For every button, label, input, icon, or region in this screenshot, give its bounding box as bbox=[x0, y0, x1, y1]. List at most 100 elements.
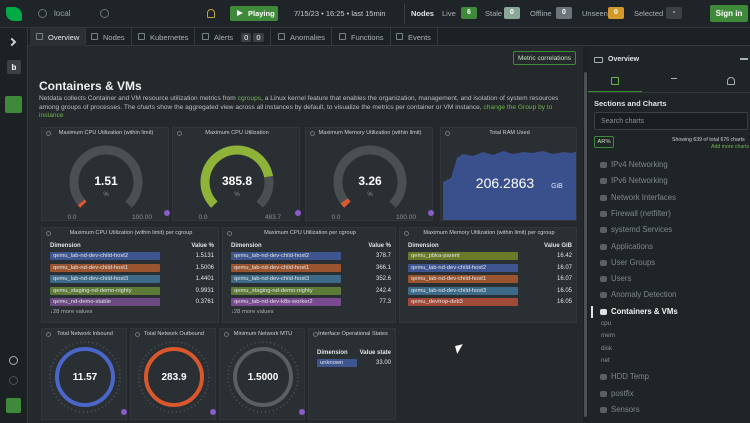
section-item[interactable]: Network Interfaces bbox=[611, 192, 676, 202]
panel-collapse[interactable] bbox=[740, 58, 748, 60]
card-icon bbox=[135, 332, 140, 337]
section-item[interactable]: User Groups bbox=[611, 257, 656, 267]
row-value: 1.4401 bbox=[195, 276, 214, 282]
tab[interactable]: Nodes bbox=[85, 28, 132, 46]
add-space-button[interactable] bbox=[5, 96, 22, 113]
row-name: qemu_lab-nd-dev-child-host1 bbox=[234, 264, 310, 271]
filter-chip[interactable]: AR% bbox=[594, 136, 614, 148]
chart-menu-dot[interactable] bbox=[299, 409, 305, 415]
section-item[interactable]: Sensors bbox=[611, 404, 640, 414]
row-color-bar bbox=[408, 298, 518, 306]
play-button[interactable]: Playing bbox=[230, 6, 278, 21]
card-title: Maximum CPU Utilization (within limit) bbox=[58, 130, 154, 136]
card-icon bbox=[177, 131, 182, 136]
row-color-bar bbox=[408, 275, 518, 283]
section-item[interactable]: Containers & VMs bbox=[611, 306, 678, 316]
tab[interactable]: Kubernetes bbox=[132, 28, 196, 46]
row-value: 0.3761 bbox=[195, 299, 214, 305]
row-name: qemu_pbka-parent bbox=[411, 253, 460, 259]
divider bbox=[404, 4, 405, 24]
table-header-value: Value % bbox=[368, 243, 391, 249]
section-item[interactable]: postfix bbox=[611, 388, 634, 398]
search-input[interactable]: Search charts bbox=[594, 112, 748, 130]
section-icon bbox=[600, 292, 607, 299]
section-item[interactable]: Firewall (netfilter) bbox=[611, 208, 671, 218]
section-subitem[interactable]: mem bbox=[601, 332, 615, 340]
tab[interactable]: Overview bbox=[30, 28, 87, 46]
chart-card: Total Network Inbound 11.57 bbox=[41, 328, 127, 420]
chart-card: Total Network Outbound 283.9 bbox=[130, 328, 216, 420]
row-value: 16.05 bbox=[556, 287, 572, 294]
section-subitem[interactable]: disk bbox=[601, 344, 613, 352]
row-color-bar bbox=[231, 275, 341, 283]
tab-label: Nodes bbox=[103, 33, 125, 42]
card-icon bbox=[404, 231, 409, 236]
chart-menu-dot[interactable] bbox=[164, 210, 170, 216]
row-name: qemu_lab-nd-dev-k8s-worker2 bbox=[234, 299, 313, 305]
panel-divider bbox=[588, 92, 750, 93]
ring-value: 283.9 bbox=[161, 372, 186, 383]
panel-tab-active[interactable] bbox=[588, 72, 642, 92]
sign-in-button[interactable]: Sign in bbox=[710, 5, 748, 22]
section-icon bbox=[600, 390, 607, 397]
add-more-link[interactable]: Add more charts bbox=[711, 144, 750, 150]
space-name[interactable]: local bbox=[54, 9, 71, 18]
section-item[interactable]: IPv4 Networking bbox=[611, 160, 668, 169]
section-icon bbox=[600, 178, 607, 185]
section-item[interactable]: IPv6 Networking bbox=[611, 176, 668, 186]
tab[interactable]: Anomalies bbox=[272, 28, 333, 46]
help-icon[interactable] bbox=[9, 356, 18, 365]
section-item[interactable]: HDD Temp bbox=[611, 372, 649, 382]
expand-chevron[interactable] bbox=[7, 37, 17, 47]
description-link[interactable]: cgroups bbox=[237, 95, 262, 102]
exit-button[interactable] bbox=[6, 398, 21, 413]
tab[interactable]: Functions bbox=[333, 28, 391, 46]
gauge-value-arc bbox=[200, 145, 273, 208]
gauge-min: 0.0 bbox=[331, 214, 340, 221]
description-link[interactable]: change the Group by to instance bbox=[39, 103, 553, 120]
chart-menu-dot[interactable] bbox=[428, 210, 434, 216]
tab-label: Functions bbox=[351, 33, 384, 42]
row-name: qemu_devtrop-deb3 bbox=[411, 299, 463, 305]
section-item[interactable]: systemd Services bbox=[611, 225, 673, 235]
more-values[interactable]: ↓28 more values bbox=[231, 309, 274, 315]
section-item[interactable]: Applications bbox=[611, 241, 654, 251]
row-name: qemu_nd-demo-stable bbox=[53, 299, 112, 305]
chart-card: Maximum CPU Utilization per cgroup Dimens… bbox=[222, 227, 396, 323]
ring bbox=[144, 347, 204, 407]
settings-icon[interactable] bbox=[100, 9, 109, 18]
panel-tab-icon[interactable] bbox=[727, 77, 735, 85]
section-item[interactable]: Anomaly Detection bbox=[611, 290, 677, 300]
row-value: 77.3 bbox=[379, 299, 391, 305]
space-avatar[interactable]: b bbox=[7, 60, 21, 74]
chart-card: Minimum Network MTU 1.5000 bbox=[219, 328, 305, 420]
card-title: Maximum CPU Utilization bbox=[205, 130, 269, 136]
section-icon bbox=[600, 243, 607, 250]
gauge: 1.51% 0.0 100.00 bbox=[67, 145, 152, 221]
status-label: Offline bbox=[530, 9, 552, 18]
section-icon bbox=[600, 194, 607, 201]
chart-menu-dot[interactable] bbox=[295, 210, 301, 216]
section-item[interactable]: Users bbox=[611, 274, 632, 284]
metric-correlations-button[interactable]: Metric correlations bbox=[513, 51, 576, 65]
tab[interactable]: Events bbox=[390, 28, 438, 46]
card-icon bbox=[224, 332, 229, 337]
row-name: qemu_lab-nd-dev-child-host1 bbox=[53, 264, 129, 271]
section-subitem[interactable]: cpu bbox=[601, 320, 612, 327]
section-subitem[interactable]: net bbox=[601, 356, 610, 364]
time-range[interactable]: 7/15/23 • 16:25 • last 15min bbox=[294, 9, 386, 18]
active-marker bbox=[591, 305, 593, 318]
gauge-max: 483.7 bbox=[265, 214, 282, 221]
tab-bar: Overview Nodes Kubernetes Alerts 0 0 Anomalies… bbox=[28, 28, 750, 46]
tab[interactable]: Alerts 0 0 bbox=[196, 28, 271, 46]
section-icon bbox=[600, 406, 607, 413]
more-values[interactable]: ↓28 more values bbox=[50, 309, 93, 315]
chart-menu-dot[interactable] bbox=[210, 409, 216, 415]
main-content: Metric correlations Containers & VMs Netda… bbox=[29, 47, 583, 423]
row-value: 352.6 bbox=[375, 276, 391, 282]
panel-tab-icon[interactable] bbox=[671, 78, 677, 84]
card-icon bbox=[445, 131, 450, 136]
chart-menu-dot[interactable] bbox=[121, 409, 127, 415]
row-color-bar bbox=[50, 298, 160, 306]
tab-icon bbox=[396, 33, 403, 40]
